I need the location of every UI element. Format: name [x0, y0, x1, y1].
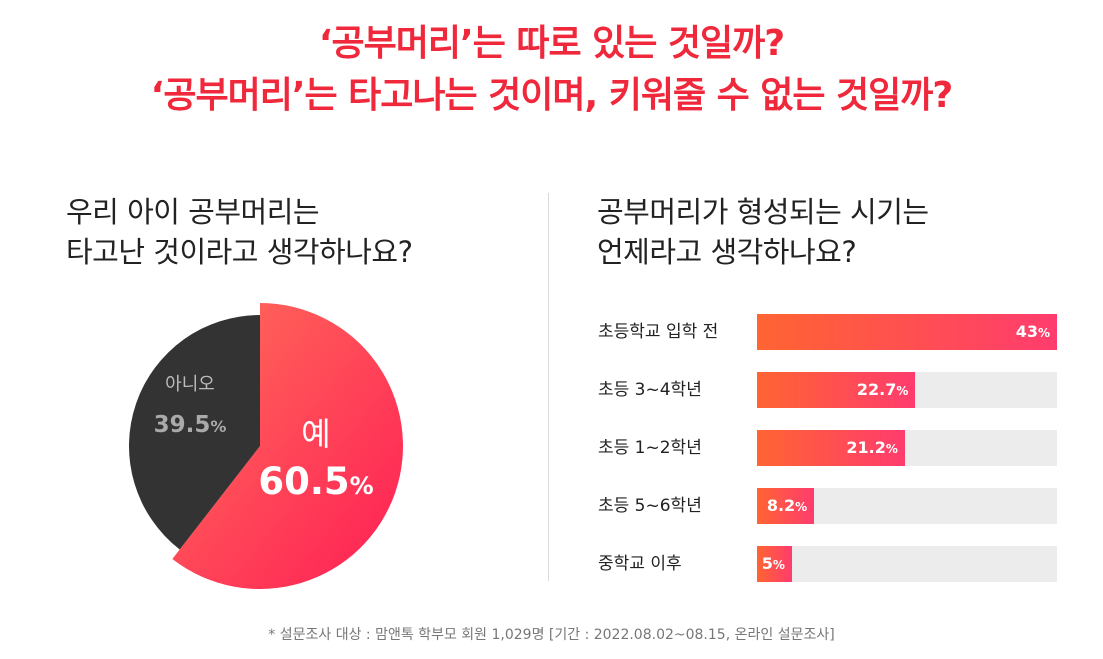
footnote: * 설문조사 대상 : 맘앤톡 학부모 회원 1,029명 [기간 : 2022… [268, 627, 835, 643]
bar-fill: 22.7% [757, 372, 916, 408]
headline-line-2: ‘공부머리’는 타고나는 것이며, 키워줄 수 없는 것일까? [150, 75, 954, 116]
pie-value-yes-number: 60.5 [258, 460, 349, 503]
bar-value-unit: % [772, 558, 785, 572]
pie-label-yes: 예 [301, 415, 330, 453]
bar-row: 중학교 이후 5% [0, 546, 1103, 582]
bar-row: 초등학교 입학 전 43% [0, 314, 1103, 350]
bar-fill: 21.2% [757, 430, 905, 466]
bar-category-label: 초등학교 입학 전 [598, 322, 719, 342]
bar-value-unit: % [1037, 326, 1050, 340]
bar-track: 22.7% [757, 372, 1057, 408]
headline-line-1: ‘공부머리’는 따로 있는 것일까? [318, 23, 785, 64]
bar-value-label: 22.7% [857, 372, 909, 408]
bar-value-unit: % [885, 442, 898, 456]
pie-label-no: 아니오 [165, 374, 215, 395]
bar-question-line-2: 언제라고 생각하나요? [597, 235, 857, 269]
bar-track: 8.2% [757, 488, 1057, 524]
bar-fill: 5% [757, 546, 792, 582]
bar-question-line-1: 공부머리가 형성되는 시기는 [597, 195, 929, 229]
pie-value-no-unit: % [210, 417, 226, 436]
bar-value-number: 8.2 [766, 496, 796, 515]
pie-value-yes-unit: % [350, 472, 374, 500]
bar-row: 초등 1~2학년 21.2% [0, 430, 1103, 466]
pie-question-line-2: 타고난 것이라고 생각하나요? [66, 235, 413, 269]
bar-track: 21.2% [757, 430, 1057, 466]
bar-value-number: 22.7 [856, 380, 897, 399]
pie-value-no: 39.5% [154, 412, 227, 438]
pie-slice-yes [172, 303, 403, 589]
bar-row: 초등 5~6학년 8.2% [0, 488, 1103, 524]
bar-category-label: 초등 5~6학년 [598, 496, 702, 516]
bar-category-label: 초등 1~2학년 [598, 438, 702, 458]
bar-category-label: 중학교 이후 [598, 554, 682, 574]
bar-value-number: 5 [761, 554, 773, 573]
bar-value-label: 8.2% [767, 488, 807, 524]
bar-fill: 43% [757, 314, 1057, 350]
pie-slice-no [129, 315, 260, 550]
pie-value-no-number: 39.5 [154, 412, 211, 438]
bar-value-label: 43% [1016, 314, 1050, 350]
pie-value-yes: 60.5% [258, 460, 373, 503]
bar-category-label: 초등 3~4학년 [598, 380, 702, 400]
bar-value-unit: % [795, 500, 808, 514]
bar-value-unit: % [896, 384, 909, 398]
bar-value-number: 43 [1015, 322, 1038, 341]
bar-row: 초등 3~4학년 22.7% [0, 372, 1103, 408]
bar-value-label: 5% [762, 546, 785, 582]
bar-question: 공부머리가 형성되는 시기는 언제라고 생각하나요? [597, 192, 1057, 272]
bar-track: 5% [757, 546, 1057, 582]
center-divider [548, 193, 549, 581]
bar-value-label: 21.2% [846, 430, 898, 466]
bar-track: 43% [757, 314, 1057, 350]
pie-question-line-1: 우리 아이 공부머리는 [66, 195, 320, 229]
pie-question: 우리 아이 공부머리는 타고난 것이라고 생각하나요? [66, 192, 506, 272]
bar-value-number: 21.2 [846, 438, 886, 457]
bar-fill: 8.2% [757, 488, 815, 524]
